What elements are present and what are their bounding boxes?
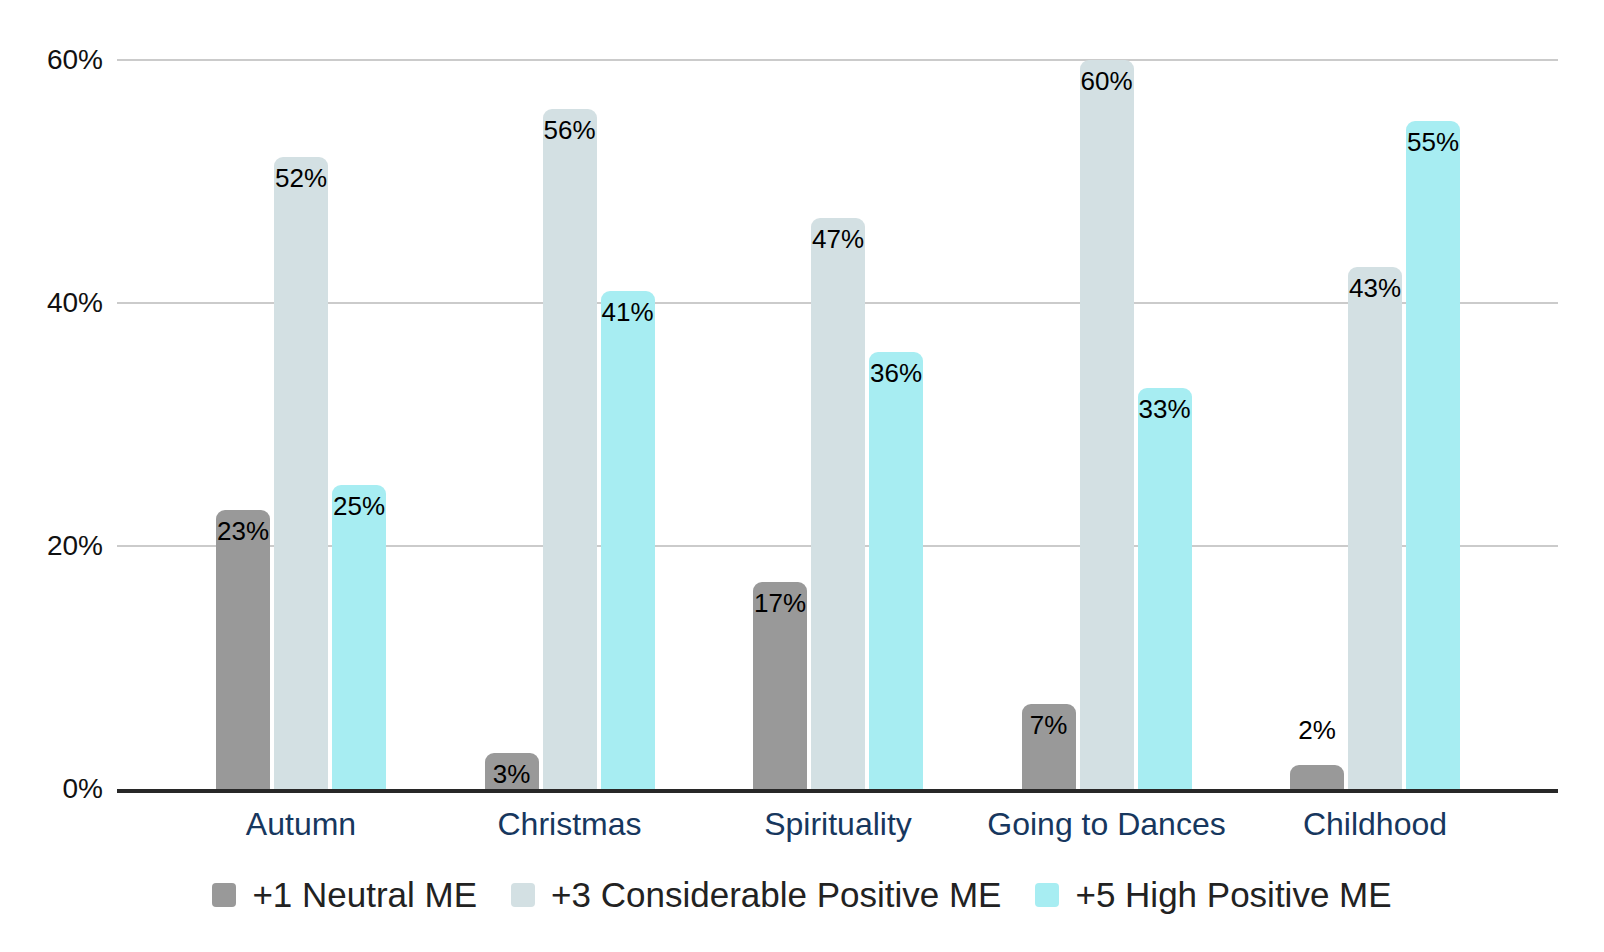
bar-value-label: 36% — [870, 358, 922, 388]
bar-series1-autumn: 23% — [216, 510, 270, 789]
legend-swatch-icon — [212, 883, 236, 907]
legend-label: +1 Neutral ME — [252, 874, 477, 916]
legend-label: +5 High Positive ME — [1075, 874, 1391, 916]
chart-canvas: 23% 52% 25% Autumn 3% 56% 41% Christmas 17% 47% 36… — [0, 0, 1604, 952]
y-axis-tick-label: 40% — [0, 288, 103, 318]
bar-series2-going-to-dances: 60% — [1080, 60, 1134, 789]
bar-group-autumn: 23%52%25%Autumn — [216, 60, 386, 789]
bar-value-label: 33% — [1138, 394, 1190, 424]
bar-value-label: 7% — [1030, 710, 1068, 740]
bar-value-label: 60% — [1080, 66, 1132, 96]
legend-swatch-icon — [511, 883, 535, 907]
bar-value-label: 23% — [217, 516, 269, 546]
category-label-childhood: Childhood — [1303, 805, 1447, 843]
legend-item-series1: +1 Neutral ME — [212, 874, 477, 916]
bar-value-label: 55% — [1407, 127, 1459, 157]
plot-area: 23%52%25%Autumn3%56%41%Christmas17%47%36… — [117, 60, 1558, 789]
category-label-christmas: Christmas — [497, 805, 641, 843]
category-label-autumn: Autumn — [246, 805, 356, 843]
bar-value-label: 3% — [493, 759, 531, 789]
bar-series3-autumn: 25% — [332, 485, 386, 789]
bar-series2-childhood: 43% — [1348, 267, 1402, 789]
bar-value-label: 47% — [812, 224, 864, 254]
bar-group-going-to-dances: 7%60%33%Going to Dances — [1022, 60, 1192, 789]
x-axis-line — [117, 789, 1558, 793]
legend-item-series2: +3 Considerable Positive ME — [511, 874, 1001, 916]
y-axis-tick-label: 0% — [0, 774, 103, 804]
y-axis-tick-label: 60% — [0, 45, 103, 75]
bar-group-childhood: 2%43%55%Childhood — [1290, 60, 1460, 789]
bar-series2-christmas: 56% — [543, 109, 597, 789]
bar-series3-spirituality: 36% — [869, 352, 923, 789]
legend-item-series3: +5 High Positive ME — [1035, 874, 1391, 916]
legend: +1 Neutral ME +3 Considerable Positive ME… — [0, 872, 1604, 918]
bar-value-label: 2% — [1298, 715, 1336, 745]
bar-series1-spirituality: 17% — [753, 582, 807, 789]
y-axis-tick-label: 20% — [0, 531, 103, 561]
bar-series3-going-to-dances: 33% — [1138, 388, 1192, 789]
category-label-spirituality: Spirituality — [764, 805, 912, 843]
bar-value-label: 25% — [333, 491, 385, 521]
bar-value-label: 17% — [754, 588, 806, 618]
bar-value-label: 43% — [1349, 273, 1401, 303]
bar-group-spirituality: 17%47%36%Spirituality — [753, 60, 923, 789]
bar-series3-childhood: 55% — [1406, 121, 1460, 789]
bar-value-label: 41% — [601, 297, 653, 327]
legend-swatch-icon — [1035, 883, 1059, 907]
bar-series2-autumn: 52% — [274, 157, 328, 789]
bar-series1-childhood: 2% — [1290, 765, 1344, 789]
legend-label: +3 Considerable Positive ME — [551, 874, 1001, 916]
bar-series1-going-to-dances: 7% — [1022, 704, 1076, 789]
bar-series2-spirituality: 47% — [811, 218, 865, 789]
bar-value-label: 56% — [543, 115, 595, 145]
category-label-going-to-dances: Going to Dances — [987, 805, 1225, 843]
bar-group-christmas: 3%56%41%Christmas — [485, 60, 655, 789]
bar-value-label: 52% — [275, 163, 327, 193]
bar-series3-christmas: 41% — [601, 291, 655, 789]
bar-groups: 23%52%25%Autumn3%56%41%Christmas17%47%36… — [216, 60, 1460, 789]
bar-series1-christmas: 3% — [485, 753, 539, 789]
